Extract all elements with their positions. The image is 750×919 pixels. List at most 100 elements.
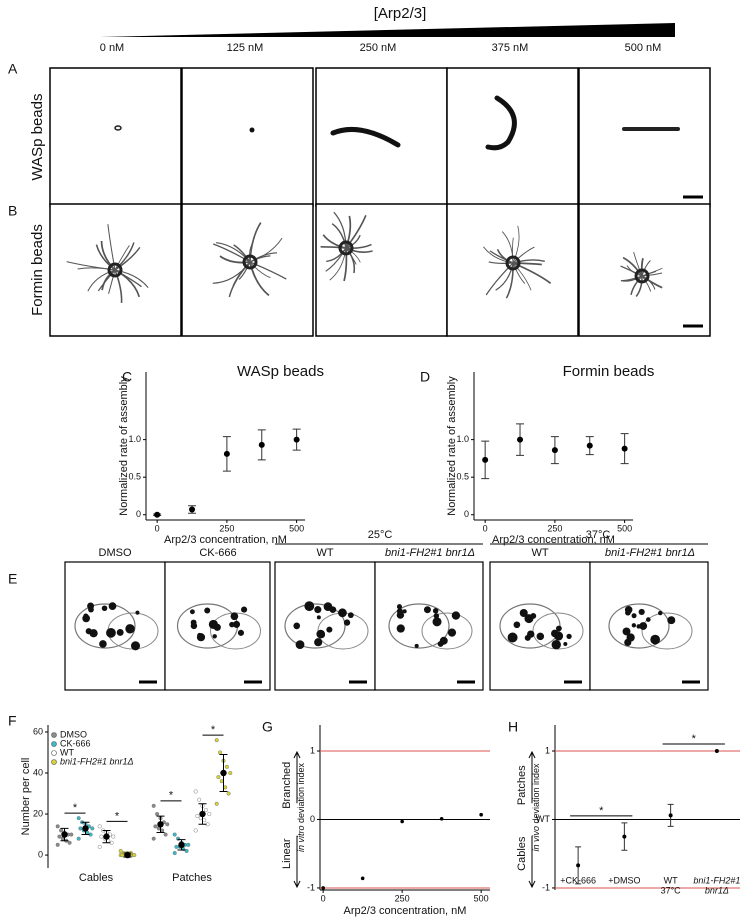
legend-label: bni1-FH2#1 bnr1Δ — [60, 756, 134, 766]
data-point — [90, 826, 95, 831]
concentration: 0 nM — [100, 42, 124, 54]
patch — [432, 617, 442, 627]
data-point — [174, 844, 179, 849]
image-frame — [578, 67, 711, 207]
point — [517, 436, 524, 443]
filament — [100, 240, 116, 271]
y-tick-label: 0.5 — [456, 472, 469, 482]
panel-label: F — [8, 713, 17, 729]
x-axis-label: Arp2/3 concentration, nM — [492, 534, 615, 546]
mean — [103, 833, 110, 840]
bead — [634, 268, 650, 284]
legend-marker — [51, 750, 57, 756]
direction-label: Cables — [516, 836, 528, 871]
cell — [388, 603, 450, 649]
filament — [108, 269, 116, 294]
patch — [433, 613, 440, 619]
patch — [447, 628, 457, 637]
y-axis-label-rest: deviation index — [296, 762, 306, 823]
patch — [437, 641, 444, 647]
patch — [189, 609, 195, 615]
image-frame — [164, 561, 271, 691]
image-frame — [181, 67, 314, 207]
filament — [249, 241, 254, 263]
point — [714, 749, 719, 754]
filament — [233, 244, 251, 263]
x-axis-label: Arp2/3 concentration, nM — [344, 905, 467, 917]
y-tick-label: 1 — [310, 745, 315, 755]
cell — [74, 603, 136, 649]
row-label: Formin beads — [29, 224, 46, 316]
panel-label: H — [508, 719, 518, 735]
data-point — [193, 789, 198, 794]
point — [189, 506, 196, 513]
arrow — [293, 835, 301, 889]
data-point — [165, 822, 170, 827]
y-tick-label: 1.0 — [128, 434, 141, 444]
significance-mark: * — [692, 733, 697, 745]
condition: CK-666 — [199, 547, 236, 559]
filament — [333, 211, 347, 249]
significance-mark: * — [73, 802, 78, 814]
y-tick-label: 1 — [545, 745, 550, 755]
filament — [213, 243, 251, 263]
patch — [519, 608, 528, 618]
patch — [190, 622, 198, 630]
filament — [114, 246, 141, 271]
patch — [631, 623, 637, 628]
x-tick-label: 250 — [395, 893, 410, 903]
cell — [421, 612, 473, 650]
data-point — [76, 816, 81, 821]
point — [621, 445, 628, 452]
patch — [402, 609, 407, 614]
y-tick-label: WT — [536, 814, 550, 824]
y-tick-label: 0.5 — [128, 472, 141, 482]
filament — [512, 237, 514, 264]
bead — [107, 262, 123, 278]
panel-label: A — [8, 61, 18, 77]
legend-label: DMSO — [60, 729, 87, 739]
x-tick-label: 500 — [289, 523, 304, 533]
filament — [322, 234, 347, 249]
patch — [197, 632, 202, 638]
patch — [527, 630, 535, 638]
patch — [396, 604, 403, 610]
filament — [87, 269, 116, 292]
data-point — [78, 826, 83, 831]
data-point — [214, 738, 219, 743]
chart-title: WASp beads — [237, 363, 324, 380]
patch — [624, 606, 633, 614]
concentration: 125 nM — [227, 42, 264, 54]
patch — [432, 608, 439, 614]
filament — [512, 259, 545, 264]
patch — [513, 621, 521, 629]
mean — [82, 825, 89, 832]
data-point — [151, 803, 156, 808]
image-frame — [64, 561, 166, 691]
data-point — [111, 834, 116, 839]
patch — [645, 617, 651, 622]
condition: bni1-FH2#1 bnr1Δ — [605, 547, 695, 559]
data-point — [153, 824, 158, 829]
patch — [241, 606, 248, 613]
patch — [638, 608, 645, 616]
significance-mark: * — [169, 790, 174, 802]
x-tick-label: WT — [664, 875, 678, 885]
y-tick-label: 0 — [310, 814, 315, 824]
y-tick-label: 60 — [33, 726, 43, 736]
mean — [61, 831, 68, 838]
point — [479, 812, 483, 817]
y-tick-label: 40 — [33, 767, 43, 777]
filament — [345, 247, 356, 274]
patch — [451, 611, 461, 620]
filament — [249, 222, 262, 263]
point — [400, 819, 404, 824]
point — [293, 436, 300, 443]
image-frame — [374, 561, 484, 691]
mean — [157, 821, 164, 828]
point — [154, 511, 161, 518]
x-axis-label: Arp2/3 concentration, nM — [164, 534, 287, 546]
patch — [347, 612, 354, 619]
micrographs — [49, 67, 711, 691]
